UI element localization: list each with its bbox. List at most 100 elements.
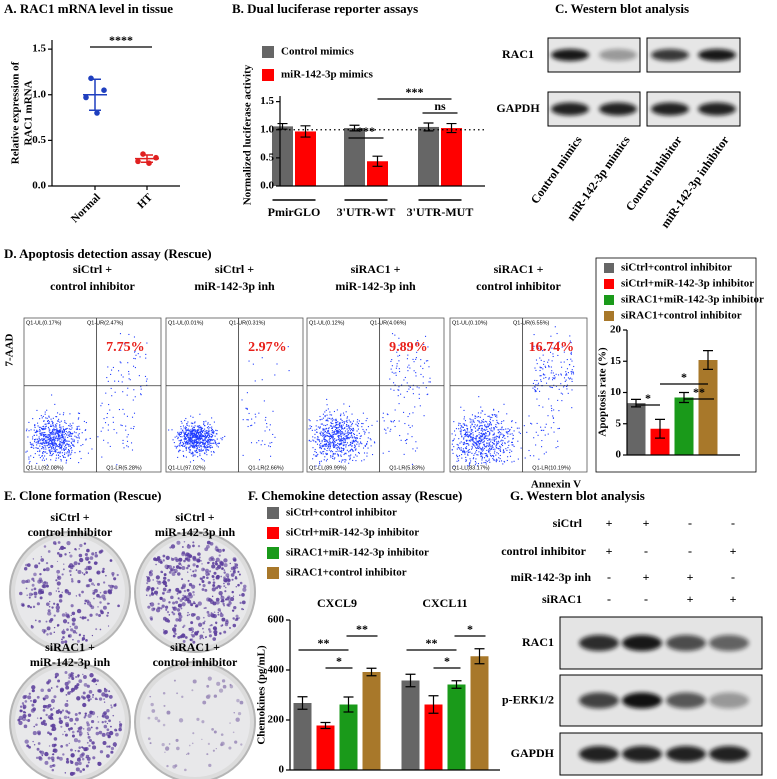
colony [50, 564, 54, 568]
event-dot [107, 429, 109, 431]
event-dot [569, 340, 571, 342]
event-dot [555, 373, 557, 375]
event-dot [354, 445, 356, 447]
event-dot [473, 444, 475, 446]
colony [220, 567, 224, 571]
colony [206, 610, 210, 614]
colony [64, 589, 69, 594]
colony [26, 594, 29, 596]
event-dot [187, 421, 189, 423]
event-dot [58, 439, 60, 441]
colony [103, 724, 108, 729]
event-dot [407, 366, 409, 368]
event-dot [317, 437, 319, 439]
event-dot [183, 435, 185, 437]
event-dot [490, 423, 492, 425]
event-dot [507, 456, 509, 458]
event-dot [310, 427, 312, 429]
event-dot [391, 421, 393, 423]
legend-swatch [267, 527, 279, 539]
event-dot [351, 422, 353, 424]
event-dot [182, 441, 184, 443]
event-dot [470, 428, 472, 431]
colony [33, 591, 38, 596]
event-dot [478, 437, 480, 439]
y-tick-label: 200 [268, 714, 285, 726]
significance-label: **** [109, 33, 133, 47]
event-dot [331, 417, 334, 419]
event-dot [190, 438, 192, 440]
colony [91, 582, 94, 586]
event-dot [187, 435, 189, 437]
apoptosis-rate: 7.75% [106, 340, 145, 355]
event-dot [198, 425, 200, 427]
colony [96, 698, 98, 701]
significance-label: ** [693, 385, 705, 399]
colony [185, 552, 190, 557]
colony [60, 744, 63, 748]
colony [146, 578, 151, 583]
event-dot [208, 438, 210, 440]
event-dot [51, 433, 53, 435]
error-bar [349, 124, 360, 132]
event-dot [192, 431, 194, 433]
event-dot [200, 450, 202, 452]
event-dot [319, 451, 321, 453]
colony [161, 591, 165, 595]
event-dot [76, 437, 78, 439]
event-dot [351, 428, 353, 430]
event-dot [255, 416, 257, 418]
event-dot [557, 399, 559, 401]
y-axis-label: Apoptosis rate (%) [597, 347, 609, 437]
event-dot [68, 450, 70, 452]
event-dot [490, 448, 493, 450]
event-dot [486, 443, 488, 445]
event-dot [192, 427, 194, 429]
event-dot [179, 433, 181, 436]
colony [98, 550, 103, 554]
y-tick-label: 400 [268, 664, 285, 676]
colony [199, 634, 204, 639]
colony [197, 601, 202, 606]
event-dot [199, 453, 201, 455]
apoptosis-rate: 16.74% [529, 340, 575, 355]
event-dot [122, 439, 124, 441]
colony [28, 596, 31, 599]
event-dot [213, 432, 215, 434]
apoptosis-rate: 9.89% [389, 340, 428, 355]
event-dot [465, 459, 468, 461]
event-dot [413, 361, 415, 363]
event-dot [46, 439, 48, 441]
colony [101, 732, 106, 737]
event-dot [476, 441, 478, 443]
colony [49, 600, 51, 603]
colony [81, 590, 84, 594]
event-dot [206, 432, 208, 434]
event-dot [66, 452, 68, 454]
event-dot [193, 446, 195, 448]
colony [67, 633, 72, 638]
event-dot [464, 424, 466, 426]
event-dot [464, 420, 467, 422]
colony [192, 570, 195, 573]
event-dot [197, 435, 199, 437]
colony [66, 628, 69, 632]
colony [68, 569, 72, 573]
event-dot [194, 447, 196, 449]
event-dot [45, 434, 47, 436]
event-dot [338, 436, 340, 438]
event-dot [78, 436, 80, 438]
event-dot [496, 419, 498, 421]
colony [206, 540, 211, 545]
colony [52, 748, 57, 752]
event-dot [45, 448, 47, 450]
colony [76, 696, 81, 701]
event-dot [190, 422, 192, 424]
event-dot [201, 434, 203, 436]
colony [69, 673, 74, 678]
event-dot [418, 387, 420, 389]
event-dot [317, 426, 319, 428]
colony [212, 584, 216, 587]
event-dot [482, 434, 484, 436]
event-dot [69, 445, 71, 447]
